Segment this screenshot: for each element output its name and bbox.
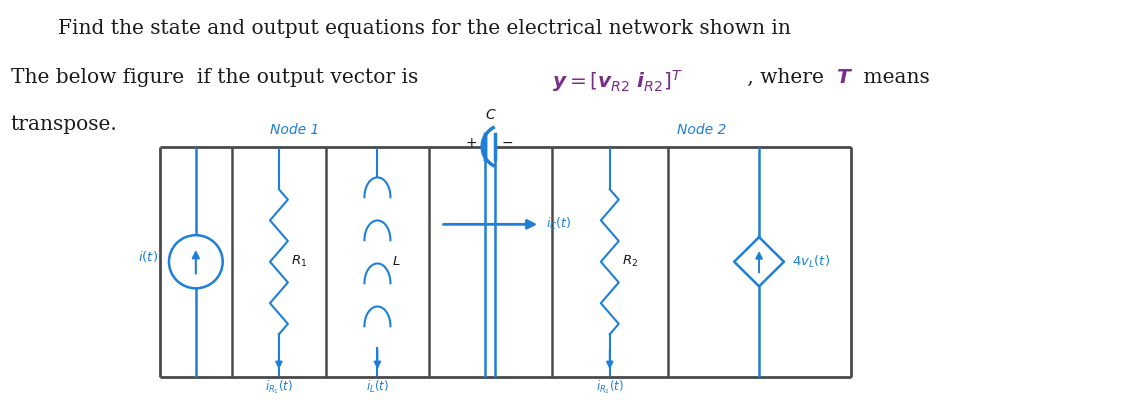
Text: $\boldsymbol{T}$: $\boldsymbol{T}$ — [836, 68, 853, 87]
Text: $R_2$: $R_2$ — [621, 254, 637, 269]
Text: $i_{R_2}(t)$: $i_{R_2}(t)$ — [595, 379, 624, 396]
Text: means: means — [856, 68, 930, 87]
Text: $\boldsymbol{y} = [\boldsymbol{v}_{R2}\ \boldsymbol{i}_{R2}]^T$: $\boldsymbol{y} = [\boldsymbol{v}_{R2}\ … — [552, 68, 683, 94]
Text: Node 1: Node 1 — [270, 123, 319, 137]
Text: , where: , where — [742, 68, 830, 87]
Text: $L$: $L$ — [392, 255, 401, 268]
Text: $i_{R_1}(t)$: $i_{R_1}(t)$ — [265, 379, 293, 396]
Text: $C$: $C$ — [484, 108, 497, 122]
Text: +: + — [466, 136, 477, 149]
Text: $R_1$: $R_1$ — [290, 254, 307, 269]
Text: transpose.: transpose. — [10, 115, 118, 134]
Text: The below figure  if the output vector is: The below figure if the output vector is — [10, 68, 431, 87]
Text: Find the state and output equations for the electrical network shown in: Find the state and output equations for … — [58, 19, 790, 38]
Text: $4v_L(t)$: $4v_L(t)$ — [792, 254, 830, 270]
Text: Node 2: Node 2 — [677, 123, 726, 137]
Text: $i_L(t)$: $i_L(t)$ — [366, 379, 389, 395]
Text: $i(t)$: $i(t)$ — [138, 249, 158, 264]
Text: $i_C(t)$: $i_C(t)$ — [547, 216, 572, 232]
Text: −: − — [501, 136, 513, 149]
